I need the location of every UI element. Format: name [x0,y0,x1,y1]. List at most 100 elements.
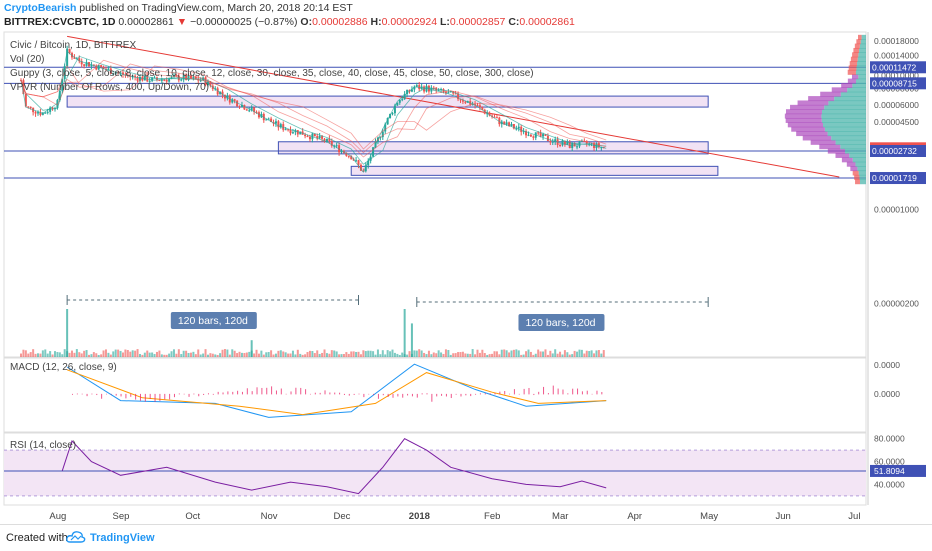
price-change: −0.00000025 (−0.87%) [190,16,298,28]
author-link[interactable]: CryptoBearish [4,2,77,14]
volume-bar [471,349,474,357]
candle-body [481,107,484,110]
volume-bar [398,354,401,357]
chart-canvas[interactable]: 120 bars, 120d 120 bars, 120d 0.00018000 0.… [0,0,932,524]
volume-bar [374,354,377,357]
support-zone[interactable] [66,95,709,108]
vpvr-up-bar [861,34,866,40]
candle-body [284,129,287,131]
volume-bar [175,353,178,357]
candle-body [512,124,515,129]
high-label: H: [370,16,382,28]
volume-bar [223,349,226,357]
candle-body [568,142,571,148]
vpvr-down-bar [835,152,850,158]
volume-bar [444,349,447,357]
volume-bar [248,351,251,357]
macd-legend[interactable]: MACD (12, 26, close, 9) [10,362,117,373]
volume-bar [282,351,285,357]
vpvr-down-bar [785,109,822,115]
volume-bar [357,351,360,357]
volume-bar [104,349,107,357]
vpvr-down-bar [852,170,859,176]
time-axis-tick: Dec [334,511,351,522]
macd-histogram-bar [329,392,331,395]
volume-bar [231,349,234,357]
candle-body [517,126,520,129]
vpvr-down-bar [841,82,853,88]
candle-body [138,76,141,81]
macd-histogram-bar [348,393,350,396]
candle-body [46,111,49,113]
macd-histogram-bar [71,393,73,395]
vpvr-down-bar [797,100,829,106]
macd-histogram-bar [135,393,137,400]
volume-bar [80,353,83,357]
open-value: 0.00002886 [312,16,368,28]
vpvr-down-bar [790,104,825,110]
support-zone[interactable] [350,165,719,176]
volume-bar [114,349,117,357]
vpvr-legend[interactable]: VPVR (Number Of Rows, 400, Up/Down, 70) [10,82,209,93]
vpvr-down-bar [791,126,825,132]
candle-body [510,124,513,127]
volume-bar [495,351,498,357]
candle-body [194,76,197,79]
macd-histogram-bar [81,393,83,395]
price-axis-tick: 0.00004500 [874,117,919,127]
volume-bar [452,353,455,357]
trend-line[interactable] [67,35,840,178]
vol-legend[interactable]: Vol (20) [10,54,45,65]
candle-body [347,155,350,157]
macd-histogram-bar [295,387,297,395]
vpvr-up-bar [858,170,866,176]
volume-bar [180,354,183,357]
volume-bar [512,349,515,357]
tradingview-brand[interactable]: TradingView [90,532,155,544]
candle-body [585,141,588,144]
volume-bar [129,351,132,357]
guppy-legend[interactable]: Guppy (3, close, 5, close, 8, close, 10,… [10,68,534,79]
macd-histogram-bar [300,387,302,395]
volume-bar [520,354,523,357]
volume-bar [119,350,122,357]
volume-bar [158,350,161,357]
candle-body [112,73,115,75]
volume-bar [172,349,175,357]
candle-body [559,144,562,146]
volume-bar [396,353,399,357]
volume-bar [415,350,418,357]
volume-bar [367,350,370,357]
vpvr-up-bar [859,43,866,49]
rsi-legend[interactable]: RSI (14, close) [10,440,77,451]
rsi-line [61,438,607,495]
candle-body [345,152,348,156]
candle-body [180,79,183,81]
volume-bar [568,354,571,357]
candle-body [192,76,195,79]
macd-histogram-bar [377,393,379,399]
macd-axis-tick: 0.0000 [874,360,900,370]
last-price: 0.00002861 [118,16,174,28]
macd-histogram-bar [203,393,205,395]
support-zone[interactable] [277,141,709,155]
symbol-label[interactable]: BITTREX:CVCBTC, 1D [4,16,116,28]
macd-histogram-bar [402,393,404,398]
candle-body [296,130,299,135]
candle-body [520,126,523,132]
candle-body [163,79,166,81]
candle-body [308,136,311,140]
vpvr-up-bar [859,174,866,180]
candle-body [146,75,149,82]
macd-histogram-bar [256,387,258,395]
candle-body [580,140,583,142]
macd-histogram-bar [173,393,175,398]
chart-header: CryptoBearish published on TradingView.c… [0,0,932,30]
candle-body [384,124,387,132]
candle-body [289,129,292,134]
volume-bar [325,353,328,357]
volume-bar [73,352,76,357]
volume-bar [163,354,166,357]
candle-body [505,122,508,125]
volume-bar [299,353,302,357]
